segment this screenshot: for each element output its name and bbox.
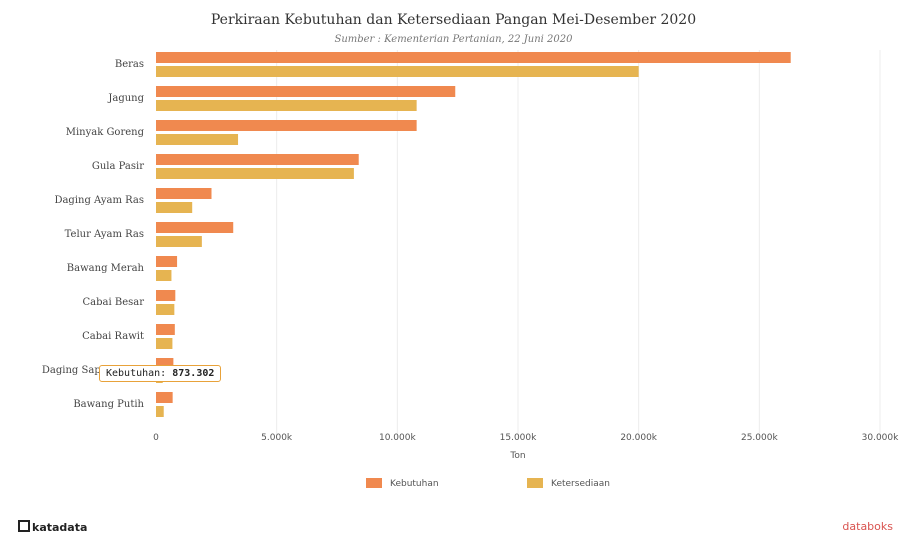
legend-swatch-ketersediaan <box>527 478 543 488</box>
category-label: Telur Ayam Ras <box>65 229 144 240</box>
bar-kebutuhan[interactable] <box>156 52 791 63</box>
bar-kebutuhan[interactable] <box>156 86 456 97</box>
chart-subtitle: Sumber : Kementerian Pertanian, 22 Juni … <box>334 34 573 45</box>
bar-ketersediaan[interactable] <box>156 134 239 145</box>
bar-ketersediaan[interactable] <box>156 202 193 213</box>
bar-ketersediaan[interactable] <box>156 168 354 179</box>
category-label: Cabai Besar <box>83 297 145 308</box>
bar-kebutuhan[interactable] <box>156 324 175 335</box>
legend-item-kebutuhan[interactable]: Kebutuhan <box>366 478 439 489</box>
bar-ketersediaan[interactable] <box>156 66 639 77</box>
bar-kebutuhan[interactable] <box>156 120 417 131</box>
katadata-logo-icon <box>18 520 30 532</box>
chart-title: Perkiraan Kebutuhan dan Ketersediaan Pan… <box>210 12 697 28</box>
legend-item-ketersediaan[interactable]: Ketersediaan <box>527 478 610 489</box>
x-tick-label: 30.000k <box>862 433 899 443</box>
bar-ketersediaan[interactable] <box>156 270 172 281</box>
databoks-logo-text: databoks <box>842 520 893 533</box>
category-label: Daging Sapi/Kerbau <box>42 365 145 376</box>
chart-tooltip: Kebutuhan: 873.302 <box>99 365 222 382</box>
category-label: Minyak Goreng <box>66 127 145 138</box>
tooltip-label: Kebutuhan: <box>106 368 167 379</box>
legend-label-kebutuhan: Kebutuhan <box>390 479 439 489</box>
bar-ketersediaan[interactable] <box>156 100 417 111</box>
x-tick-label: 5.000k <box>261 433 293 443</box>
bar-kebutuhan[interactable] <box>156 392 173 403</box>
bar-kebutuhan[interactable] <box>156 290 176 301</box>
category-label: Bawang Merah <box>67 263 145 274</box>
x-tick-label: 25.000k <box>741 433 778 443</box>
category-label: Gula Pasir <box>92 161 144 172</box>
x-tick-label: 10.000k <box>379 433 416 443</box>
bar-ketersediaan[interactable] <box>156 406 164 417</box>
bar-kebutuhan[interactable] <box>156 154 359 165</box>
bar-ketersediaan[interactable] <box>156 304 175 315</box>
katadata-logo-text: katadata <box>32 521 88 534</box>
category-label: Cabai Rawit <box>82 331 144 342</box>
bar-ketersediaan[interactable] <box>156 338 173 349</box>
databoks-logo[interactable]: databoks <box>842 520 893 533</box>
katadata-logo[interactable]: katadata <box>18 520 87 534</box>
legend-swatch-kebutuhan <box>366 478 382 488</box>
x-tick-label: 20.000k <box>620 433 657 443</box>
bar-kebutuhan[interactable] <box>156 256 178 267</box>
tooltip-value: 873.302 <box>172 368 215 379</box>
category-label: Bawang Putih <box>73 399 144 410</box>
category-label: Daging Ayam Ras <box>54 195 144 206</box>
x-tick-label: 0 <box>153 433 159 443</box>
category-label: Jagung <box>107 93 144 104</box>
bar-kebutuhan[interactable] <box>156 222 234 233</box>
legend-label-ketersediaan: Ketersediaan <box>551 479 610 489</box>
bar-kebutuhan[interactable] <box>156 188 212 199</box>
x-axis-label: Ton <box>509 451 525 461</box>
x-tick-label: 15.000k <box>500 433 537 443</box>
bar-ketersediaan[interactable] <box>156 236 202 247</box>
category-label: Beras <box>115 59 144 70</box>
bar-kebutuhan[interactable] <box>156 358 174 369</box>
